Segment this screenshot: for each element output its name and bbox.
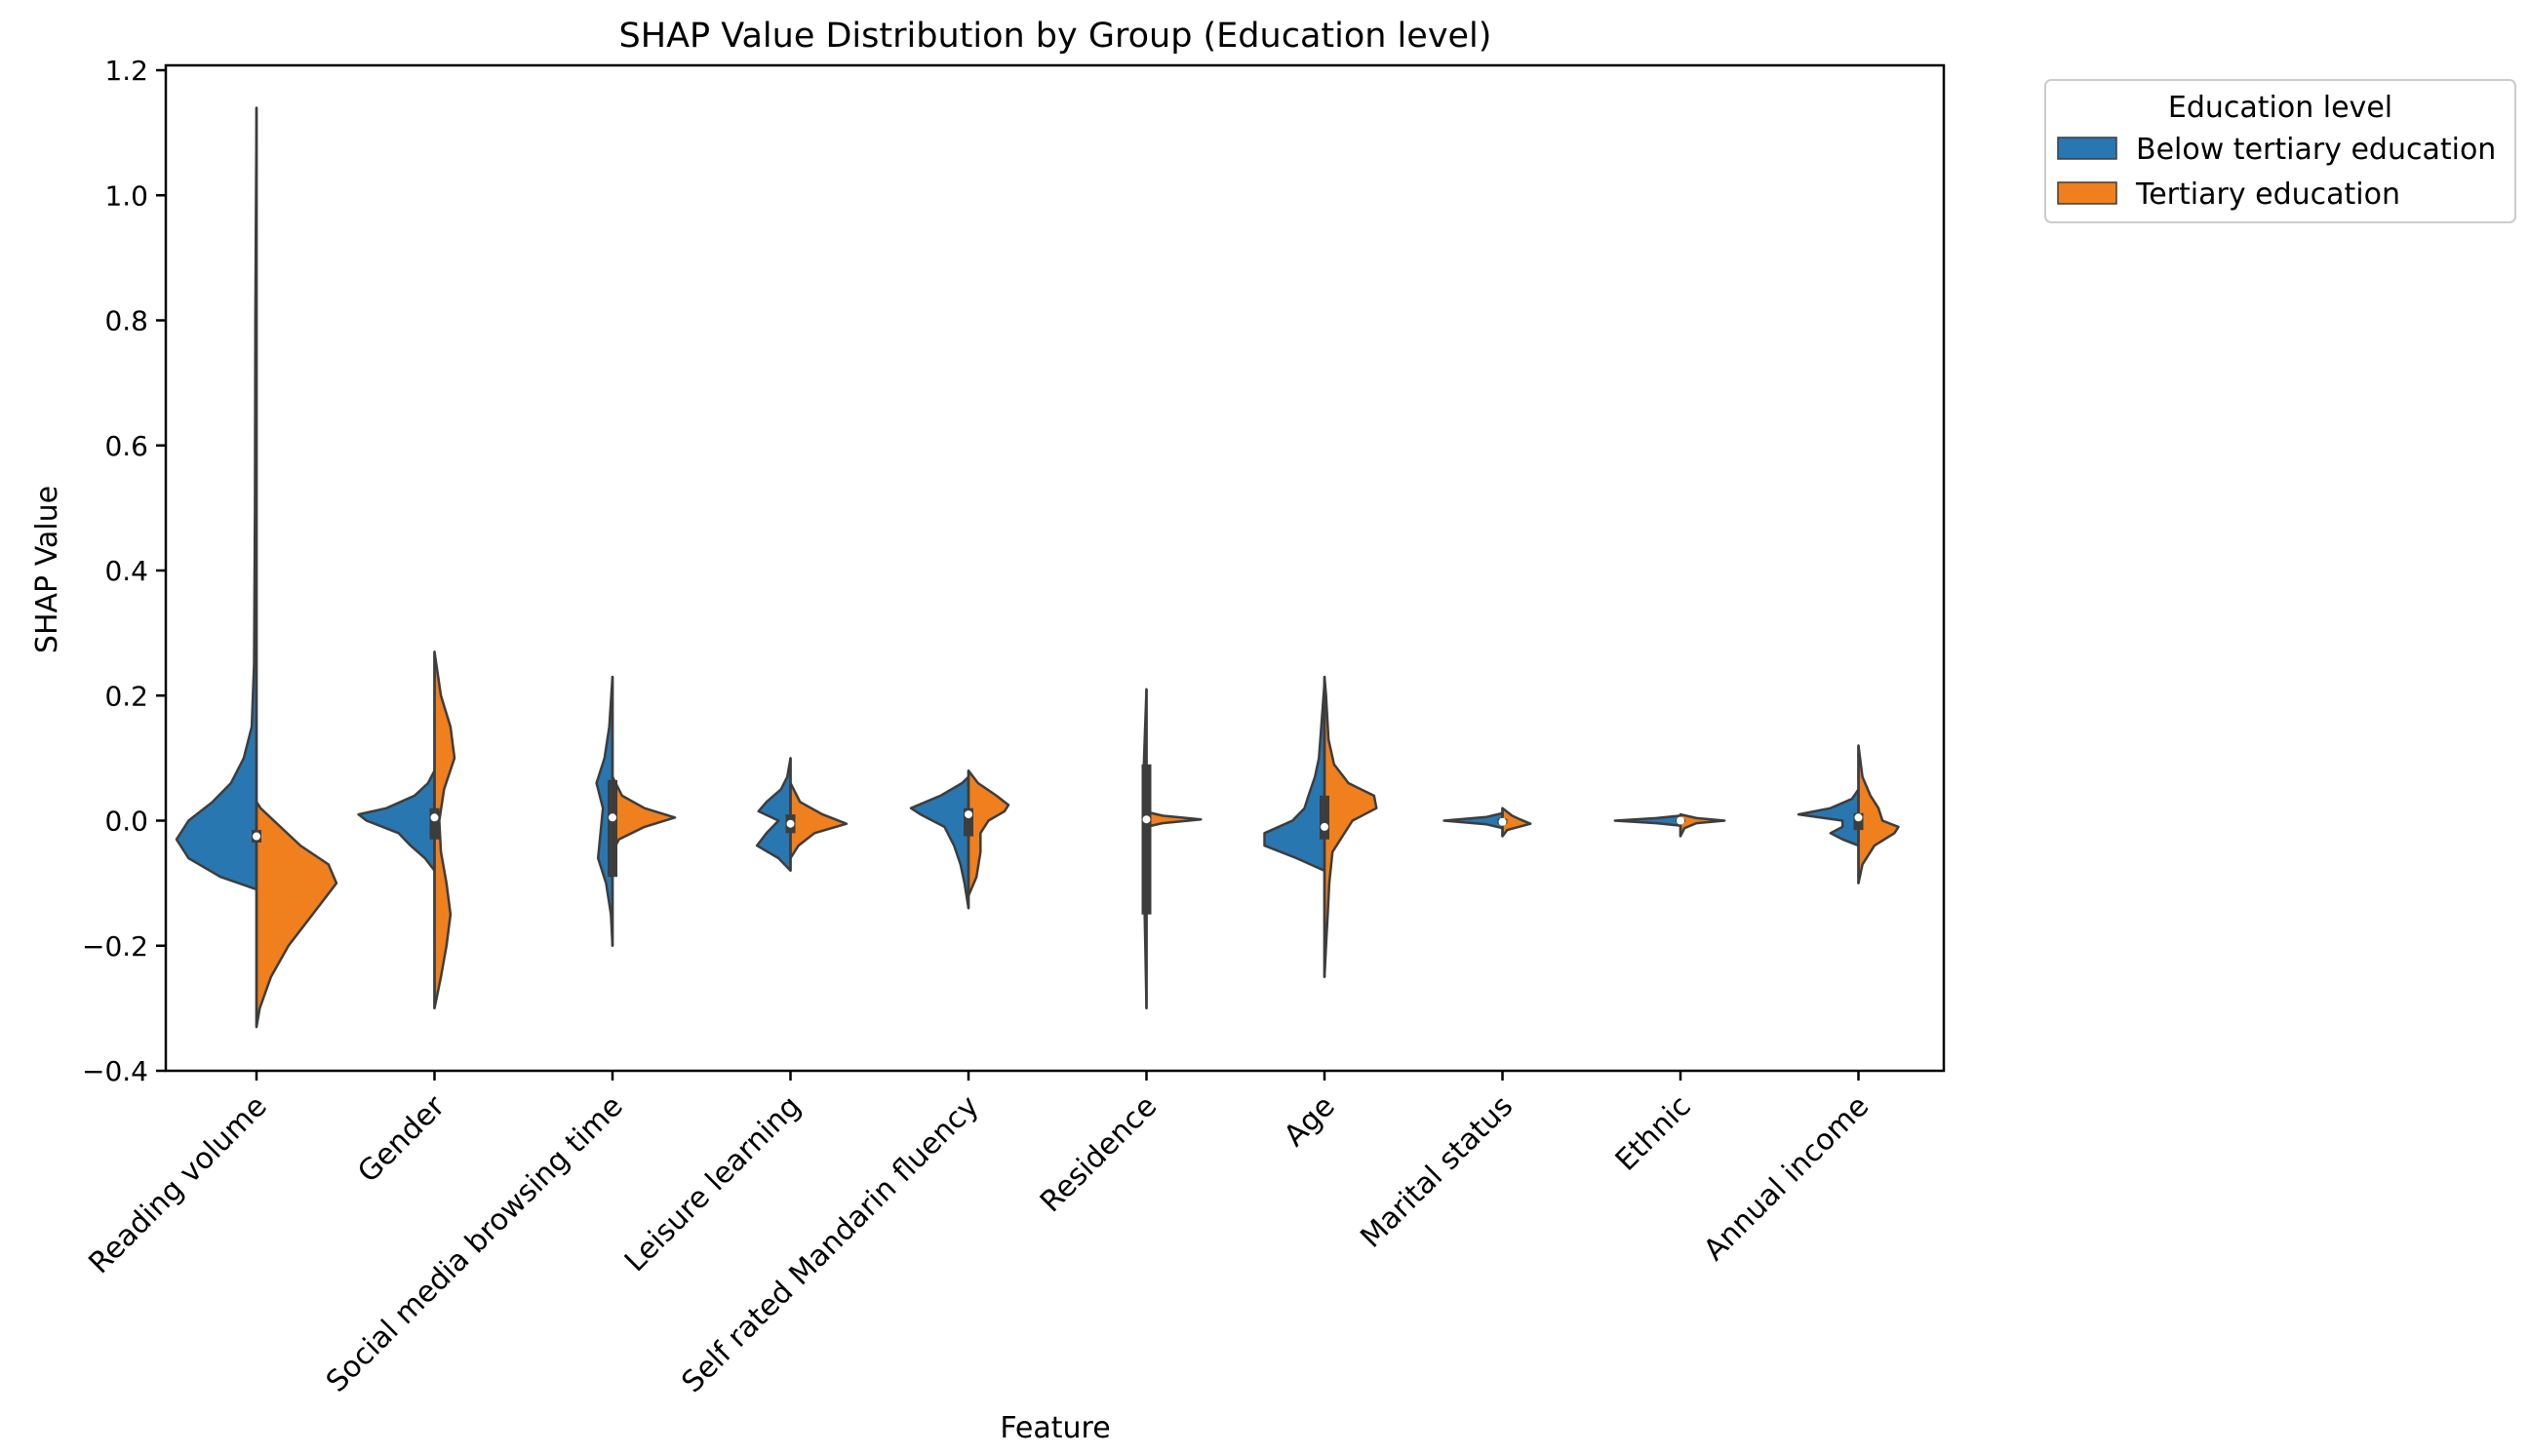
violin-median <box>965 810 972 819</box>
chart-title: SHAP Value Distribution by Group (Educat… <box>619 17 1492 56</box>
violin-median <box>430 813 439 822</box>
y-tick-label: 0.0 <box>104 806 148 838</box>
violin-median <box>1142 815 1151 824</box>
violin-half-below-reading-volume <box>175 106 258 891</box>
plot-area <box>175 106 1900 1029</box>
violin-half-tertiary-social-media-browsing-time <box>611 775 677 853</box>
violin-reading-volume <box>175 106 338 1029</box>
violin-ethnic <box>1613 812 1726 838</box>
violin-median <box>1854 813 1863 822</box>
legend-title: Education level <box>2168 91 2392 125</box>
violin-annual-income <box>1797 744 1900 885</box>
y-tick-label: 1.2 <box>104 55 148 87</box>
violin-box <box>429 807 440 840</box>
y-tick-label: 0.6 <box>104 430 148 462</box>
violin-box <box>1853 812 1864 831</box>
violin-half-below-self-rated-mandarin-fluency <box>909 775 970 910</box>
x-tick-label: Gender <box>351 1088 452 1189</box>
violin-half-tertiary-self-rated-mandarin-fluency <box>967 768 1010 897</box>
violin-half-below-age <box>1263 682 1326 873</box>
x-tick-label: Social media browsing time <box>320 1089 630 1399</box>
violin-median <box>253 832 260 841</box>
x-tick-label: Age <box>1278 1089 1342 1154</box>
violin-half-tertiary-annual-income <box>1857 744 1900 885</box>
violin-half-below-marital-status <box>1442 811 1504 830</box>
violin-half-tertiary-reading-volume <box>255 801 338 1029</box>
y-axis-label: SHAP Value <box>30 486 64 653</box>
violin-box <box>1141 764 1152 915</box>
violin-leisure-learning <box>755 757 849 873</box>
legend-swatch-tertiary <box>2057 181 2117 205</box>
violin-median <box>786 819 795 828</box>
violin-social-media-browsing-time <box>595 675 677 948</box>
violin-median <box>1677 816 1684 825</box>
x-tick-label: Residence <box>1034 1089 1164 1219</box>
violin-residence <box>1141 688 1203 1010</box>
violin-median <box>609 813 616 822</box>
violin-half-below-gender <box>357 768 436 873</box>
violin-box <box>964 807 973 837</box>
x-tick-label: Annual income <box>1697 1089 1876 1268</box>
y-axis: −0.4 −0.2 0.0 0.2 0.4 0.6 0.8 1.0 1.2 <box>82 55 166 1087</box>
legend-label-below: Below tertiary education <box>2136 133 2496 167</box>
legend-swatch-below <box>2057 137 2117 160</box>
violin-half-tertiary-ethnic <box>1679 812 1726 838</box>
violin-half-tertiary-leisure-learning <box>789 781 849 860</box>
y-tick-label: 1.0 <box>104 179 148 212</box>
violin-median <box>1498 817 1507 826</box>
x-tick-label: Reading volume <box>82 1089 273 1280</box>
violin-half-below-annual-income <box>1797 788 1860 847</box>
violin-half-below-leisure-learning <box>755 757 792 873</box>
violin-median <box>1321 822 1328 831</box>
y-tick-label: −0.2 <box>82 930 148 963</box>
x-axis-label: Feature <box>1000 1411 1110 1445</box>
y-tick-label: 0.8 <box>104 305 148 337</box>
x-tick-label: Ethnic <box>1609 1089 1698 1178</box>
plot-frame <box>164 63 1946 1073</box>
y-tick-label: −0.4 <box>82 1055 148 1087</box>
violin-box <box>1320 795 1329 840</box>
legend: Education level Below tertiary education… <box>2044 79 2516 223</box>
y-tick-label: 0.4 <box>104 555 148 587</box>
violin-half-below-ethnic <box>1613 814 1682 827</box>
y-tick-label: 0.2 <box>104 680 148 712</box>
violin-half-below-social-media-browsing-time <box>595 675 614 948</box>
x-tick-label: Leisure learning <box>618 1089 808 1279</box>
x-tick-label: Self rated Mandarin fluency <box>675 1089 985 1399</box>
violin-gender <box>357 650 456 1010</box>
legend-frame <box>2044 79 2516 223</box>
x-tick-label: Marital status <box>1354 1089 1520 1255</box>
violin-half-tertiary-age <box>1323 675 1378 979</box>
legend-label-tertiary: Tertiary education <box>2135 177 2400 212</box>
violin-box <box>608 779 617 878</box>
violin-half-tertiary-residence <box>1145 810 1203 829</box>
violin-age <box>1263 675 1378 979</box>
violin-marital-status <box>1442 807 1532 838</box>
violin-self-rated-mandarin-fluency <box>909 768 1010 910</box>
